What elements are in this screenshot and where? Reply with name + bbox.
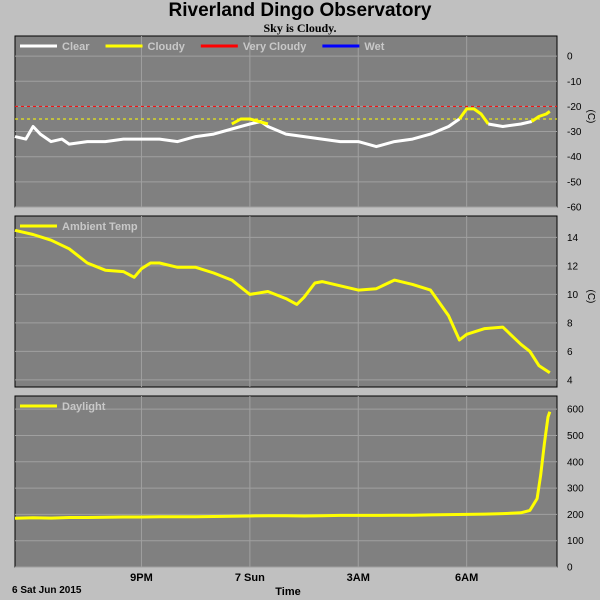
sky-legend-label: Wet [364,41,384,53]
daylight-y-tick-label: 600 [567,405,584,416]
x-tick-label: 3AM [347,572,370,584]
page-title: Riverland Dingo Observatory [168,0,432,21]
sky-legend-label: Very Cloudy [243,41,307,53]
daylight-y-tick-label: 400 [567,457,584,468]
daylight-panel [14,395,558,568]
sky-y-tick-label: 0 [567,52,573,63]
ambient-y-tick-label: 8 [567,318,573,329]
sky-y-tick-label: -10 [567,77,582,88]
ambient-y-tick-label: 12 [567,261,579,272]
ambient-y-tick-label: 10 [567,290,579,301]
sky-y-tick-label: -20 [567,102,582,113]
ambient-y-tick-label: 4 [567,375,573,386]
sky-series-line [488,120,533,128]
x-axis-label: Time [275,586,300,598]
sky-series-line [231,117,269,126]
sky-panel [14,35,558,208]
sky-series-line [14,117,461,149]
daylight-y-tick-label: 100 [567,536,584,547]
ambient-series-line [14,228,551,375]
daylight-y-tick-label: 0 [567,563,573,574]
sky-y-tick-label: -60 [567,203,582,214]
ambient-legend-label: Ambient Temp [62,221,138,233]
ambient-y-tick-label: 14 [567,233,579,244]
ambient-panel [14,215,558,388]
sky-series-line [458,107,490,125]
sky-y-tick-label: -40 [567,152,582,163]
ambient-y-tick-label: 6 [567,347,573,358]
x-tick-label: 6AM [455,572,478,584]
sky-y-tick-label: -50 [567,177,582,188]
sky-series-line [530,110,551,123]
ambient-y-axis-label: (C) [585,290,596,304]
x-tick-label: 7 Sun [235,572,265,584]
daylight-legend-label: Daylight [62,401,106,413]
daylight-y-tick-label: 500 [567,431,584,442]
sky-legend-label: Clear [62,41,90,53]
sky-y-tick-label: -30 [567,127,582,138]
sky-status-text: Sky is Cloudy. [263,21,337,35]
sky-legend-label: Cloudy [148,41,186,53]
sky-y-axis-label: (C) [585,110,596,124]
daylight-y-tick-label: 200 [567,510,584,521]
date-label: 6 Sat Jun 2015 [12,585,82,596]
x-tick-label: 9PM [130,572,153,584]
daylight-y-tick-label: 300 [567,484,584,495]
daylight-series-line [14,411,552,520]
